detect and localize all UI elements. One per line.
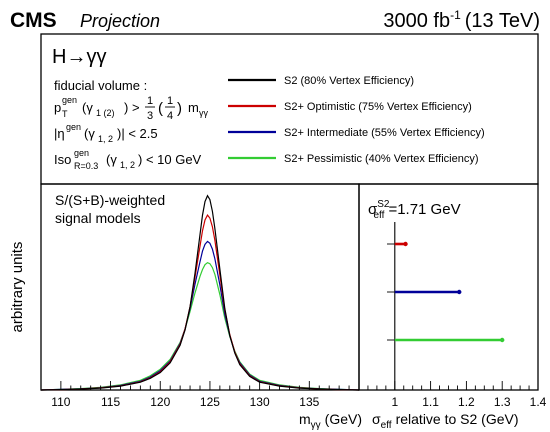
legend-label-optimistic: S2+ Optimistic (75% Vertex Efficiency) — [284, 101, 472, 113]
legend-label-S2: S2 (80% Vertex Efficiency) — [284, 75, 414, 87]
bar-end-intermediate — [457, 289, 462, 295]
svg-text:R=0.3: R=0.3 — [74, 161, 98, 171]
left-tick-label: 110 — [51, 395, 70, 409]
energy-label: (13 TeV) — [465, 10, 540, 32]
svg-text:gen: gen — [66, 122, 81, 132]
curve-optimistic — [40, 213, 360, 391]
svg-text:|η: |η — [54, 126, 65, 141]
cms-label: CMS — [10, 9, 57, 32]
frac2-num: 1 — [167, 95, 173, 107]
lumi-energy-label: 3000 fb-1 (13 TeV) — [383, 8, 540, 32]
right-tick-label: 1.1 — [422, 395, 439, 409]
left-tick-label: 125 — [200, 395, 220, 409]
y-axis-label: arbitrary units — [9, 242, 26, 333]
left-tick-label: 135 — [299, 395, 319, 409]
svg-text:p: p — [54, 100, 61, 115]
svg-text:)| < 2.5: )| < 2.5 — [117, 126, 158, 141]
right-tick-label: 1.3 — [494, 395, 511, 409]
left-annotation-2: signal models — [55, 210, 141, 226]
left-curves — [40, 194, 360, 391]
svg-text:) < 10 GeV: ) < 10 GeV — [138, 152, 202, 167]
projection-label: Projection — [80, 11, 160, 31]
frac1-num: 1 — [147, 95, 153, 107]
svg-text:(γ: (γ — [106, 152, 117, 167]
legend-label-intermediate: S2+ Intermediate (55% Vertex Efficiency) — [284, 127, 485, 139]
legend-entries: S2 (80% Vertex Efficiency) S2+ Optimistic… — [228, 75, 485, 165]
right-x-ticks: 1 1.1 1.2 1.3 1.4 — [358, 381, 547, 409]
svg-text:) >: ) > — [124, 100, 140, 115]
svg-text:γγ: γγ — [199, 108, 209, 118]
left-annotation-1: S/(S+B)-weighted — [55, 192, 165, 208]
svg-text:): ) — [177, 100, 182, 117]
svg-text:T: T — [62, 109, 68, 119]
left-tick-label: 130 — [250, 395, 270, 409]
legend-label-pessimistic: S2+ Pessimistic (40% Vertex Efficiency) — [284, 153, 479, 165]
svg-text:1 (2): 1 (2) — [96, 108, 115, 118]
right-bars — [387, 222, 505, 390]
right-tick-label: 1.4 — [530, 395, 547, 409]
svg-text:1, 2: 1, 2 — [98, 134, 113, 144]
svg-text:Iso: Iso — [54, 152, 71, 167]
cut-fiducial: fiducial volume : — [54, 78, 147, 93]
bar-end-optimistic — [403, 241, 408, 247]
svg-text:gen: gen — [74, 148, 89, 158]
left-x-axis-label: mγγ (GeV) — [299, 411, 362, 431]
svg-text:(γ: (γ — [84, 126, 95, 141]
right-tick-label: 1.2 — [458, 395, 475, 409]
process-label: H→γγ — [52, 46, 106, 68]
cut-eta: |η gen (γ 1, 2 )| < 2.5 — [54, 122, 158, 144]
right-x-axis-label: σeff relative to S2 (GeV) — [372, 411, 519, 431]
curve-intermediate — [40, 240, 360, 391]
frac2-den: 4 — [167, 110, 173, 122]
frac1-den: 3 — [147, 110, 153, 122]
left-tick-label: 120 — [150, 395, 170, 409]
lumi-prefix: 3000 fb — [383, 10, 450, 32]
cut-pt: p gen T (γ 1 (2) ) > 1 3 ( 1 4 ) m γγ — [54, 95, 209, 122]
svg-text:1, 2: 1, 2 — [120, 160, 135, 170]
svg-text:m: m — [188, 100, 199, 115]
svg-text:(: ( — [158, 100, 163, 117]
svg-text:(γ: (γ — [82, 100, 93, 115]
curve-pessimistic — [40, 262, 360, 391]
left-tick-label: 115 — [101, 395, 120, 409]
right-tick-label: 1 — [391, 395, 398, 409]
bar-end-pessimistic — [500, 337, 505, 343]
svg-text:gen: gen — [62, 95, 77, 105]
curve-S2 — [40, 194, 360, 391]
left-x-ticks: 110 115 120 125 130 135 — [51, 381, 350, 409]
cut-iso: Iso gen R=0.3 (γ 1, 2 ) < 10 GeV — [54, 148, 202, 171]
sigma-eff-annotation: σS2 eff =1.71 GeV — [368, 199, 461, 221]
lumi-exp: -1 — [450, 8, 461, 22]
